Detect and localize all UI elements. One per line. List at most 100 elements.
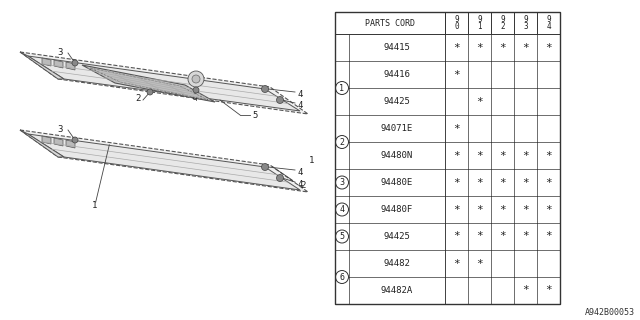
Text: *: * xyxy=(545,43,552,52)
Bar xyxy=(335,87,349,89)
Text: 4: 4 xyxy=(297,100,302,109)
Text: *: * xyxy=(499,231,506,242)
Text: *: * xyxy=(453,259,460,268)
Bar xyxy=(335,12,560,304)
Circle shape xyxy=(276,174,284,181)
Text: 3: 3 xyxy=(58,48,63,57)
Polygon shape xyxy=(54,138,63,146)
Text: 2: 2 xyxy=(300,180,305,189)
Text: 94480E: 94480E xyxy=(381,178,413,187)
Text: 94482: 94482 xyxy=(383,259,410,268)
Text: *: * xyxy=(476,259,483,268)
Polygon shape xyxy=(90,68,208,100)
Polygon shape xyxy=(42,136,51,144)
Polygon shape xyxy=(42,58,51,66)
Text: 6: 6 xyxy=(339,273,344,282)
Text: *: * xyxy=(545,178,552,188)
Polygon shape xyxy=(82,65,215,102)
Text: *: * xyxy=(499,150,506,161)
Text: 94416: 94416 xyxy=(383,70,410,79)
Text: *: * xyxy=(545,231,552,242)
Text: *: * xyxy=(476,97,483,107)
Polygon shape xyxy=(66,62,75,70)
Circle shape xyxy=(335,82,349,94)
Text: 9
3: 9 3 xyxy=(523,14,528,31)
Circle shape xyxy=(335,203,349,216)
Text: 4: 4 xyxy=(297,180,302,188)
Text: *: * xyxy=(499,43,506,52)
Text: 3: 3 xyxy=(339,178,344,187)
Text: *: * xyxy=(453,69,460,79)
Circle shape xyxy=(192,75,200,83)
Text: 2: 2 xyxy=(339,138,344,147)
Text: *: * xyxy=(453,204,460,214)
Text: *: * xyxy=(522,231,529,242)
Text: *: * xyxy=(545,285,552,295)
Text: *: * xyxy=(522,178,529,188)
Text: *: * xyxy=(453,178,460,188)
Text: 5: 5 xyxy=(339,232,344,241)
Text: 5: 5 xyxy=(252,110,257,119)
Text: *: * xyxy=(453,231,460,242)
Text: 9
0: 9 0 xyxy=(454,14,459,31)
Polygon shape xyxy=(28,134,300,190)
Text: *: * xyxy=(522,285,529,295)
Text: 2: 2 xyxy=(135,94,141,103)
Text: *: * xyxy=(476,150,483,161)
Polygon shape xyxy=(54,60,63,68)
Text: *: * xyxy=(476,231,483,242)
Text: 9
1: 9 1 xyxy=(477,14,482,31)
Circle shape xyxy=(276,97,284,103)
Text: *: * xyxy=(522,43,529,52)
Text: 4: 4 xyxy=(297,90,302,99)
Text: *: * xyxy=(499,178,506,188)
Text: *: * xyxy=(545,204,552,214)
Polygon shape xyxy=(28,56,300,111)
Polygon shape xyxy=(20,52,308,114)
Polygon shape xyxy=(20,52,64,79)
Text: *: * xyxy=(522,204,529,214)
Text: *: * xyxy=(476,204,483,214)
Text: *: * xyxy=(545,150,552,161)
Bar xyxy=(335,276,349,278)
Circle shape xyxy=(335,135,349,148)
Text: *: * xyxy=(453,150,460,161)
Text: 94071E: 94071E xyxy=(381,124,413,133)
Text: 9
2: 9 2 xyxy=(500,14,505,31)
Text: *: * xyxy=(476,43,483,52)
Text: 94480F: 94480F xyxy=(381,205,413,214)
Polygon shape xyxy=(66,140,75,148)
Circle shape xyxy=(147,89,153,95)
Text: A942B00053: A942B00053 xyxy=(585,308,635,317)
Text: 94425: 94425 xyxy=(383,232,410,241)
Text: *: * xyxy=(476,178,483,188)
Text: 4: 4 xyxy=(297,167,302,177)
Text: 1: 1 xyxy=(92,201,98,210)
Text: 4: 4 xyxy=(339,205,344,214)
Circle shape xyxy=(72,137,78,143)
Text: 94425: 94425 xyxy=(383,97,410,106)
Text: 94415: 94415 xyxy=(383,43,410,52)
Polygon shape xyxy=(20,130,64,157)
Text: 1: 1 xyxy=(309,156,314,164)
Circle shape xyxy=(188,71,204,87)
Circle shape xyxy=(193,87,199,93)
Text: PARTS CORD: PARTS CORD xyxy=(365,19,415,28)
Text: 94480N: 94480N xyxy=(381,151,413,160)
Circle shape xyxy=(335,176,349,189)
Text: *: * xyxy=(499,204,506,214)
Circle shape xyxy=(72,60,78,66)
Text: 6: 6 xyxy=(191,93,196,102)
Circle shape xyxy=(335,230,349,243)
Bar xyxy=(335,141,349,143)
Text: 1: 1 xyxy=(339,84,344,92)
Text: 94482A: 94482A xyxy=(381,286,413,295)
Text: *: * xyxy=(522,150,529,161)
Circle shape xyxy=(335,270,349,284)
Text: *: * xyxy=(453,43,460,52)
Circle shape xyxy=(262,164,269,171)
Text: 9
4: 9 4 xyxy=(546,14,551,31)
Polygon shape xyxy=(20,130,308,192)
Text: *: * xyxy=(453,124,460,133)
Circle shape xyxy=(262,85,269,92)
